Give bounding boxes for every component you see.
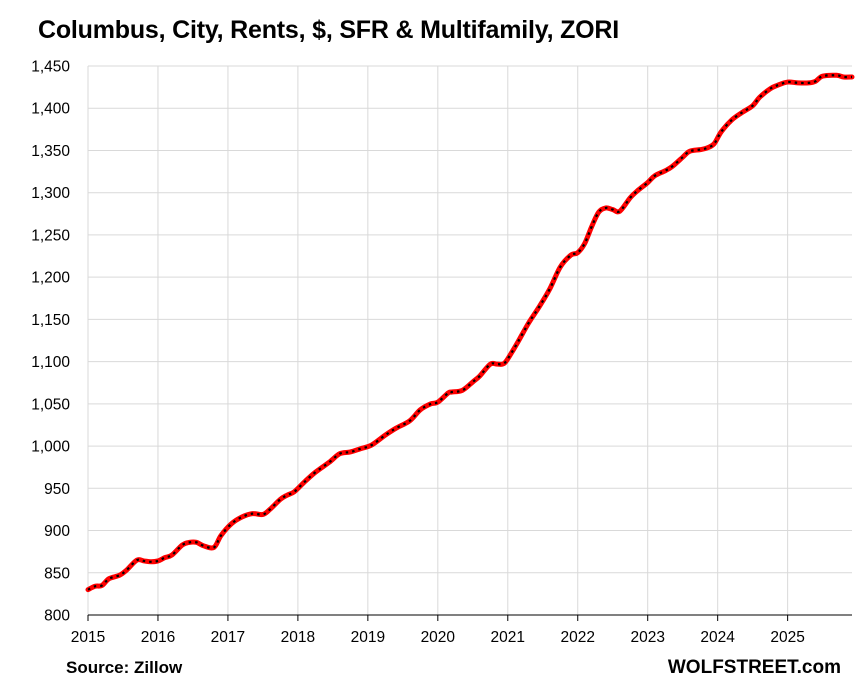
y-tick-label: 1,000 — [31, 439, 70, 456]
brand-watermark: WOLFSTREET.com — [667, 657, 841, 678]
x-tick-label: 2019 — [351, 629, 385, 646]
series-line-dashes — [87, 74, 853, 591]
y-tick-label: 1,100 — [31, 354, 70, 371]
gridlines — [87, 65, 852, 615]
source-note: Source: Zillow — [66, 658, 183, 677]
y-tick-label: 800 — [44, 608, 70, 625]
x-tick-label: 2015 — [71, 629, 105, 646]
y-tick-label: 850 — [44, 565, 70, 582]
x-tick-label: 2018 — [281, 629, 315, 646]
x-tick-label: 2021 — [491, 629, 525, 646]
y-axis-tick-labels: 800 850 900 950 1,000 1,050 1,100 1,150 1,200 1,2… — [31, 59, 70, 625]
y-tick-label: 1,150 — [31, 312, 70, 329]
x-tick-label: 2023 — [630, 629, 664, 646]
y-tick-label: 950 — [44, 481, 70, 498]
chart-title: Columbus, City, Rents, $, SFR & Multifam… — [38, 16, 619, 44]
x-tick-label: 2024 — [700, 629, 735, 646]
x-tick-label: 2025 — [770, 629, 804, 646]
x-tick-label: 2017 — [211, 629, 245, 646]
y-tick-label: 900 — [44, 523, 70, 540]
x-tick-label: 2016 — [141, 629, 175, 646]
y-tick-label: 1,050 — [31, 396, 70, 413]
y-tick-label: 1,200 — [31, 270, 70, 287]
series-lines — [85, 72, 855, 593]
y-tick-label: 1,350 — [31, 143, 70, 160]
x-axis-tick-labels: 2015 2016 2017 2018 2019 2020 2021 2022 2023 2024… — [71, 629, 805, 646]
y-tick-label: 1,450 — [31, 59, 70, 76]
y-tick-label: 1,300 — [31, 185, 70, 202]
y-tick-label: 1,250 — [31, 227, 70, 244]
series-line — [85, 72, 855, 593]
y-tick-label: 1,400 — [31, 101, 70, 118]
x-tick-label: 2020 — [421, 629, 456, 646]
x-tick-label: 2022 — [561, 629, 595, 646]
axes — [87, 614, 852, 621]
